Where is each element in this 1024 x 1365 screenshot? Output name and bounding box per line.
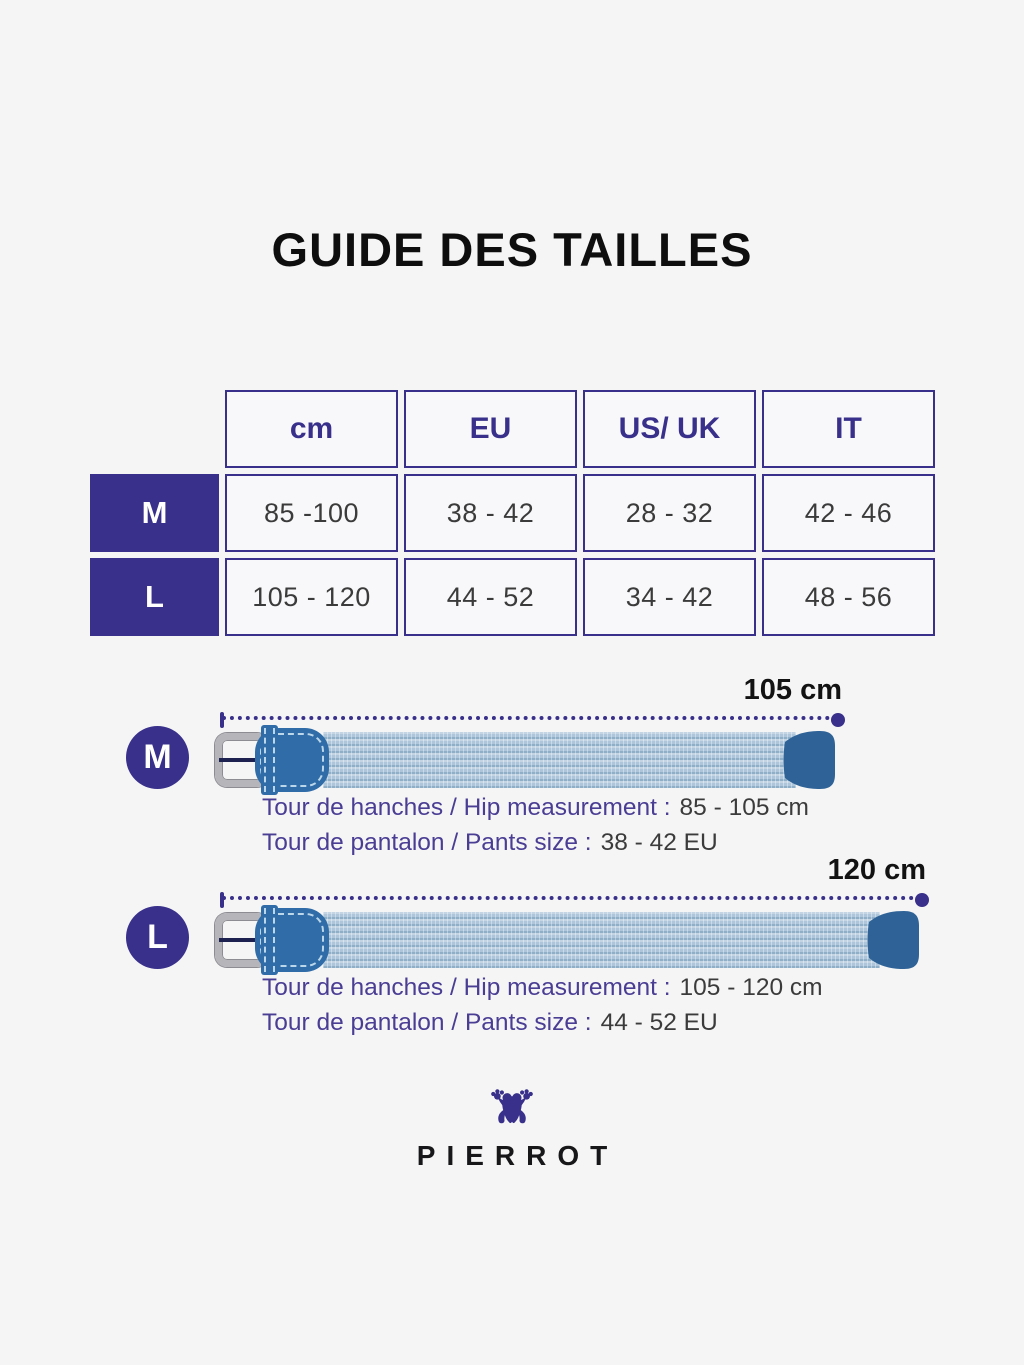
belt-tip-icon — [867, 911, 919, 969]
belt-keeper — [261, 725, 278, 795]
belt-length-label-l: 120 cm — [827, 854, 926, 886]
belt-illustration-m — [215, 725, 838, 795]
belt-keeper — [261, 905, 278, 975]
pants-label: Tour de pantalon / Pants size : — [262, 829, 592, 856]
size-badge-m: M — [126, 726, 189, 789]
cell-m-eu: 38 - 42 — [404, 474, 577, 552]
cell-l-it: 48 - 56 — [762, 558, 935, 636]
belt-tip-icon — [783, 731, 835, 789]
column-header-it: IT — [762, 390, 935, 468]
cell-m-us-uk: 28 - 32 — [583, 474, 756, 552]
row-header-l: L — [90, 558, 219, 636]
buckle-pin-icon — [219, 758, 271, 762]
hip-label: Tour de hanches / Hip measurement : — [262, 794, 671, 821]
measure-line-l: 120 cm — [220, 854, 929, 908]
cell-l-eu: 44 - 52 — [404, 558, 577, 636]
belt-illustration-l — [215, 905, 922, 975]
column-header-eu: EU — [404, 390, 577, 468]
pants-size-note: Tour de pantalon / Pants size : 44 - 52 E… — [262, 1005, 823, 1040]
page-title: GUIDE DES TAILLES — [271, 223, 753, 276]
cell-m-cm: 85 -100 — [225, 474, 398, 552]
row-header-m: M — [90, 474, 219, 552]
pants-label: Tour de pantalon / Pants size : — [262, 1009, 592, 1036]
belt-diagram-m: 105 cm M Tour de hanches / Hip measureme… — [0, 674, 1024, 860]
hip-label: Tour de hanches / Hip measurement : — [262, 974, 671, 1001]
buckle-pin-icon — [219, 938, 271, 942]
frog-icon — [491, 1089, 533, 1124]
belt-strap — [323, 912, 880, 968]
belt-diagram-l: 120 cm L Tour de hanches / Hip measureme… — [0, 854, 1024, 1040]
hip-measurement-note: Tour de hanches / Hip measurement : 85 - … — [262, 790, 809, 825]
brand-logo: PIERROT — [0, 1088, 1024, 1172]
belt-length-label-m: 105 cm — [743, 674, 842, 706]
size-badge-l: L — [126, 906, 189, 969]
pants-value: 38 - 42 EU — [600, 829, 718, 856]
table-corner-spacer — [90, 390, 219, 468]
column-header-cm: cm — [225, 390, 398, 468]
belt-notes-m: Tour de hanches / Hip measurement : 85 - … — [262, 790, 809, 860]
hip-measurement-note: Tour de hanches / Hip measurement : 105 -… — [262, 970, 823, 1005]
pants-size-note: Tour de pantalon / Pants size : 38 - 42 E… — [262, 825, 809, 860]
column-header-us-uk: US/ UK — [583, 390, 756, 468]
brand-name: PIERROT — [416, 1140, 619, 1171]
cell-l-cm: 105 - 120 — [225, 558, 398, 636]
cell-l-us-uk: 34 - 42 — [583, 558, 756, 636]
measure-line-m: 105 cm — [220, 674, 845, 728]
hip-value: 85 - 105 cm — [679, 794, 809, 821]
belt-strap — [323, 732, 796, 788]
cell-m-it: 42 - 46 — [762, 474, 935, 552]
hip-value: 105 - 120 cm — [679, 974, 823, 1001]
belt-notes-l: Tour de hanches / Hip measurement : 105 -… — [262, 970, 823, 1040]
pants-value: 44 - 52 EU — [600, 1009, 718, 1036]
size-table: cm EU US/ UK IT M 85 -100 38 - 42 28 - 3… — [90, 390, 935, 636]
